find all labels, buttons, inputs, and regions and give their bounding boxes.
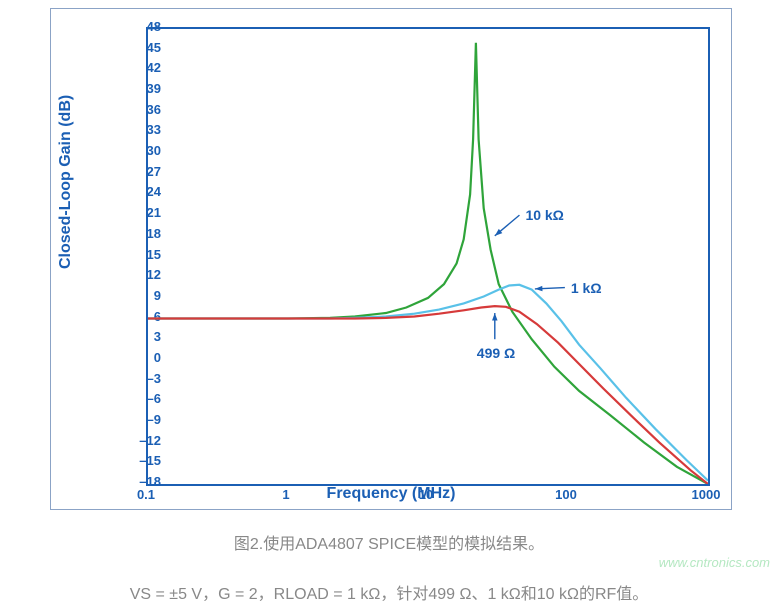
plot-area: 10 kΩ1 kΩ499 Ω (146, 27, 710, 486)
figure-subcaption: VS = ±5 V，G = 2，RLOAD = 1 kΩ，针对499 Ω、1 k… (0, 580, 778, 602)
x-tick: 0.1 (116, 487, 176, 502)
watermark: www.cntronics.com (659, 555, 770, 570)
x-tick: 100 (536, 487, 596, 502)
page: Closed-Loop Gain (dB) Frequency (MHz) –1… (0, 0, 778, 602)
y-axis-label: Closed-Loop Gain (dB) (57, 95, 75, 269)
x-tick: 10 (396, 487, 456, 502)
annotation-499: 499 Ω (477, 345, 515, 361)
x-tick: 1000 (676, 487, 736, 502)
figure-caption: 图2.使用ADA4807 SPICE模型的模拟结果。 (0, 530, 778, 554)
x-tick: 1 (256, 487, 316, 502)
chart-panel: Closed-Loop Gain (dB) Frequency (MHz) –1… (50, 8, 732, 510)
